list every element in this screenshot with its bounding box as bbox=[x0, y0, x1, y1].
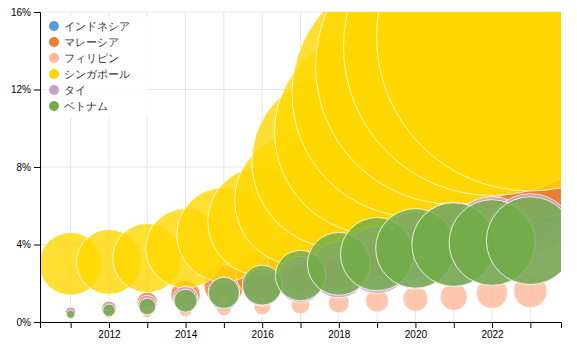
legend-label: シンガポール bbox=[64, 68, 130, 81]
bubble bbox=[65, 307, 75, 317]
bubble bbox=[403, 286, 428, 311]
bubble bbox=[174, 289, 197, 312]
x-tick: 2014 bbox=[175, 322, 198, 340]
legend-label: ベトナム bbox=[64, 100, 108, 113]
x-tick: 2020 bbox=[405, 322, 428, 340]
x-tick-mark bbox=[71, 322, 72, 328]
legend-item: インドネシア bbox=[49, 20, 130, 33]
y-tick: 12% bbox=[11, 84, 40, 95]
legend-swatch bbox=[49, 37, 59, 47]
legend-swatch bbox=[49, 69, 59, 79]
x-tick-label: 2018 bbox=[328, 329, 351, 340]
x-tick-label: 2014 bbox=[175, 329, 198, 340]
series bbox=[66, 197, 561, 319]
bubble bbox=[440, 283, 467, 310]
y-tick-mark bbox=[34, 12, 40, 13]
y-tick-label: 4% bbox=[17, 239, 32, 250]
x-tick-mark bbox=[109, 322, 110, 328]
x-tick-mark bbox=[454, 322, 455, 328]
bubble bbox=[208, 277, 239, 308]
x-tick bbox=[377, 322, 378, 328]
legend-label: インドネシア bbox=[64, 20, 130, 33]
legend: インドネシアマレーシアフィリピンシンガポールタイベトナム bbox=[44, 16, 148, 118]
y-tick-mark bbox=[34, 90, 40, 91]
legend-label: マレーシア bbox=[64, 36, 119, 49]
legend-swatch bbox=[49, 85, 59, 95]
bubble bbox=[102, 301, 117, 316]
x-tick-mark bbox=[339, 322, 340, 328]
x-tick-label: 2016 bbox=[252, 329, 275, 340]
chart: 2012 2014 2016 2018 2020 2022 0% 4% 8% 12% 16% インドネ… bbox=[0, 0, 577, 348]
legend-item: マレーシア bbox=[49, 36, 119, 49]
bubble bbox=[102, 301, 117, 316]
bubble bbox=[66, 310, 74, 318]
y-tick-label: 8% bbox=[17, 162, 32, 173]
legend-item: ベトナム bbox=[49, 100, 108, 113]
legend-item: タイ bbox=[49, 84, 86, 97]
bubble bbox=[65, 307, 75, 317]
plot: 2012 2014 2016 2018 2020 2022 0% 4% 8% 12% 16% インドネ… bbox=[11, 0, 577, 340]
x-tick-label: 2020 bbox=[405, 329, 428, 340]
y-axis: 0% 4% 8% 12% 16% bbox=[11, 7, 41, 328]
y-tick-label: 0% bbox=[17, 317, 32, 328]
bubble bbox=[138, 295, 157, 314]
x-tick: 2016 bbox=[252, 322, 275, 340]
y-tick-mark bbox=[34, 167, 40, 168]
bubble bbox=[173, 286, 198, 311]
x-tick bbox=[71, 322, 72, 328]
legend-item: シンガポール bbox=[49, 68, 130, 81]
x-tick bbox=[454, 322, 455, 328]
y-tick: 8% bbox=[17, 162, 40, 173]
legend-swatch bbox=[49, 101, 59, 111]
x-tick-mark bbox=[301, 322, 302, 328]
y-axis-line bbox=[34, 13, 41, 323]
y-tick: 4% bbox=[17, 239, 40, 250]
bubble bbox=[103, 304, 116, 317]
x-axis-line bbox=[41, 323, 562, 329]
legend-swatch bbox=[49, 53, 59, 63]
x-tick bbox=[224, 322, 225, 328]
legend-item: フィリピン bbox=[49, 52, 119, 65]
legend-label: フィリピン bbox=[64, 52, 119, 65]
bubble bbox=[377, 12, 561, 191]
bubble bbox=[139, 298, 156, 315]
x-tick: 2012 bbox=[98, 322, 121, 340]
bubble bbox=[486, 197, 561, 285]
x-tick-mark bbox=[224, 322, 225, 328]
x-tick-mark bbox=[415, 322, 416, 328]
bubble bbox=[65, 307, 75, 317]
y-tick-mark bbox=[34, 245, 40, 246]
bubble bbox=[208, 277, 239, 308]
x-tick-mark bbox=[492, 322, 493, 328]
legend-label: タイ bbox=[64, 84, 86, 97]
legend-background bbox=[44, 16, 148, 118]
legend-swatch bbox=[49, 21, 59, 31]
y-tick-label: 12% bbox=[11, 84, 31, 95]
bubble bbox=[139, 298, 156, 315]
x-tick: 2018 bbox=[328, 322, 351, 340]
x-tick bbox=[301, 322, 302, 328]
x-tick-mark bbox=[147, 322, 148, 328]
y-tick-label: 16% bbox=[11, 7, 31, 18]
x-tick-mark bbox=[377, 322, 378, 328]
x-tick-mark bbox=[530, 322, 531, 328]
y-tick: 0% bbox=[17, 317, 40, 328]
x-tick-label: 2012 bbox=[98, 329, 121, 340]
series bbox=[65, 194, 561, 318]
x-tick bbox=[530, 322, 531, 328]
bubble bbox=[103, 304, 116, 317]
x-tick-mark bbox=[262, 322, 263, 328]
x-tick-mark bbox=[186, 322, 187, 328]
marks bbox=[40, 12, 561, 319]
x-tick bbox=[147, 322, 148, 328]
y-tick-mark bbox=[34, 322, 40, 323]
x-tick: 2022 bbox=[481, 322, 504, 340]
x-axis: 2012 2014 2016 2018 2020 2022 bbox=[41, 322, 562, 340]
y-tick: 16% bbox=[11, 7, 40, 18]
x-tick-label: 2022 bbox=[481, 329, 504, 340]
